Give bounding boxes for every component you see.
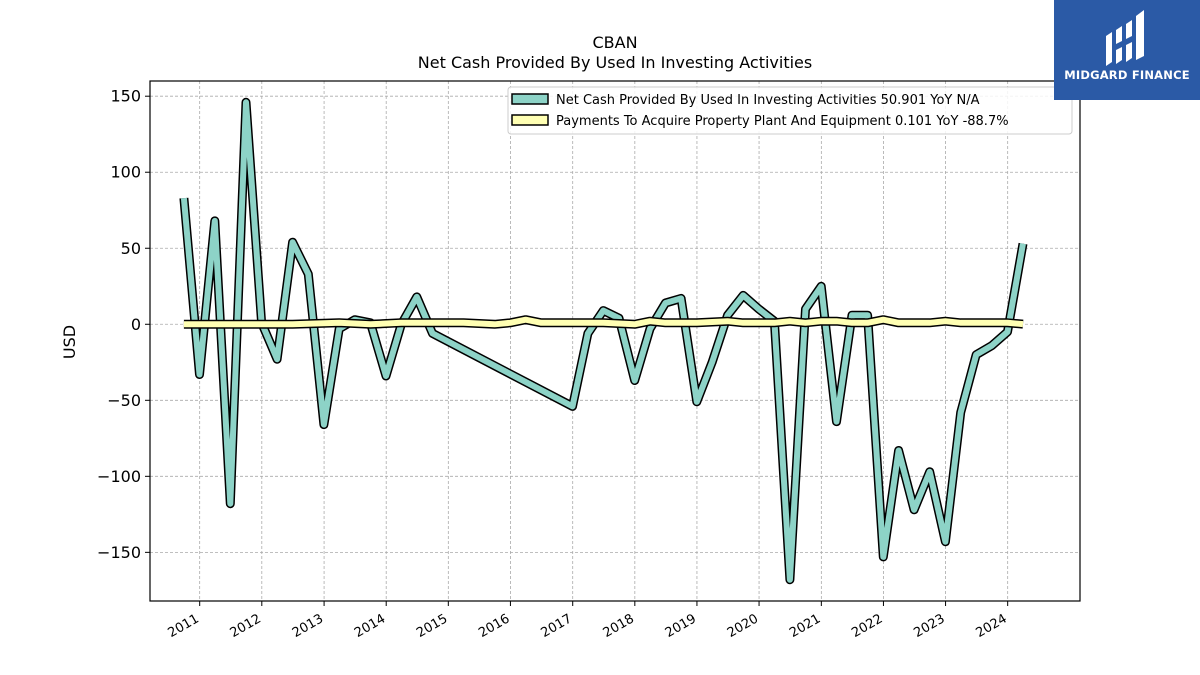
legend-frame bbox=[507, 86, 1073, 135]
x-tick-label: 2018 bbox=[601, 611, 637, 641]
midgard-finance-logo: MIDGARD FINANCE bbox=[1054, 0, 1200, 100]
legend-label: Payments To Acquire Property Plant And E… bbox=[556, 114, 1009, 129]
y-axis-label: USD bbox=[60, 325, 79, 359]
logo-mark-icon bbox=[1106, 10, 1144, 66]
series-1-outline bbox=[179, 97, 1028, 585]
y-tick-label: −50 bbox=[107, 391, 141, 410]
legend-swatch bbox=[511, 114, 549, 126]
series-layer bbox=[179, 97, 1028, 585]
legend: Net Cash Provided By Used In Investing A… bbox=[507, 86, 1073, 135]
series-1-line bbox=[180, 99, 1026, 583]
series-2-line bbox=[183, 316, 1024, 328]
legend-label: Net Cash Provided By Used In Investing A… bbox=[556, 93, 980, 108]
x-tick-label: 2022 bbox=[849, 611, 885, 641]
x-tick-label: 2016 bbox=[476, 611, 512, 641]
x-tick-label: 2017 bbox=[539, 611, 575, 641]
x-tick-label: 2014 bbox=[352, 611, 388, 641]
y-tick-label: 100 bbox=[110, 163, 141, 182]
y-tick-label: 0 bbox=[131, 315, 141, 334]
x-tick-label: 2011 bbox=[166, 611, 202, 641]
x-tick-label: 2020 bbox=[725, 611, 761, 641]
chart-subtitle: Net Cash Provided By Used In Investing A… bbox=[418, 53, 812, 72]
plot-frame bbox=[149, 80, 1081, 602]
y-axis: 150 100 50 0 −50 −100 −150 bbox=[97, 87, 150, 562]
x-tick-label: 2015 bbox=[414, 611, 450, 641]
y-tick-label: −100 bbox=[97, 467, 141, 486]
legend-swatch bbox=[511, 93, 549, 105]
y-tick-label: −150 bbox=[97, 543, 141, 562]
chart-title: CBAN bbox=[592, 33, 637, 52]
x-tick-label: 2013 bbox=[290, 611, 326, 641]
x-tick-label: 2019 bbox=[663, 611, 699, 641]
logo-text: MIDGARD FINANCE bbox=[1064, 68, 1190, 82]
x-tick-label: 2024 bbox=[974, 611, 1010, 641]
y-tick-label: 50 bbox=[121, 239, 141, 258]
x-tick-label: 2021 bbox=[787, 611, 823, 641]
y-tick-label: 150 bbox=[110, 87, 141, 106]
x-axis: 2011 2012 2013 2014 2015 2016 2017 2018 2019 2020… bbox=[166, 601, 1010, 641]
x-tick-label: 2012 bbox=[228, 611, 264, 641]
x-tick-label: 2023 bbox=[911, 611, 947, 641]
